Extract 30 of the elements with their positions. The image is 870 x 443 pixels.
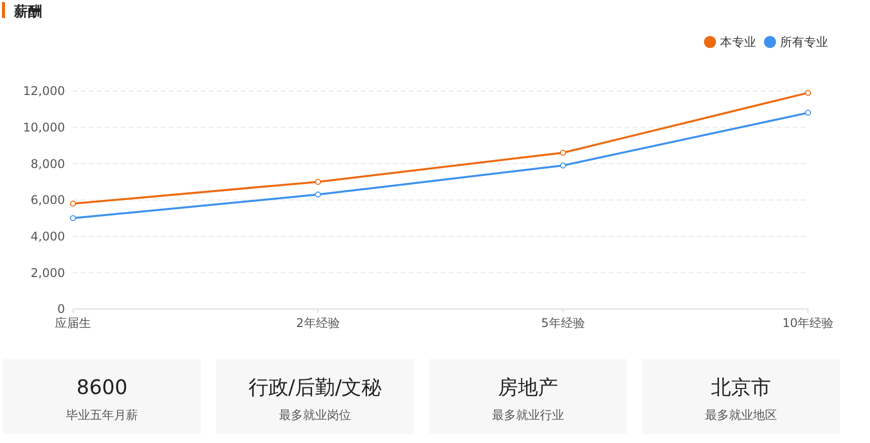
x-tick-label: 5年经验 [541,316,585,330]
text: 8600 [76,375,128,399]
point [560,162,566,168]
text: 行政/后勤/文秘 [248,375,382,399]
point [805,90,811,96]
point [315,192,321,198]
text: 最多就业行业 [492,408,564,422]
chart-title: 薪酬 [13,4,42,20]
point [70,215,76,222]
text: 房地产 [498,375,558,399]
y-tick-label: 10,000 [23,120,65,135]
y-tick-label: 6,000 [30,193,65,208]
y-tick-label: 8,000 [30,156,65,171]
x-tick-label: 10年经验 [782,316,834,330]
text: 最多就业岗位 [279,408,351,422]
point [315,178,321,185]
text: 毕业五年月薪 [66,408,138,422]
y-tick-label: 2,000 [30,266,65,280]
point [805,110,811,116]
y-tick-label: 0 [57,302,65,316]
legend-label: 本专业 [720,35,756,50]
x-tick-label: 应届生 [55,316,91,330]
y-tick-label: 4,000 [30,230,65,244]
point [70,200,76,207]
y-tick-label: 12,000 [23,84,65,98]
point [560,150,566,156]
text: 最多就业地区 [705,408,777,422]
text: 北京市 [711,375,771,399]
x-tick-label: 2年经验 [296,316,340,330]
legend-label: 所有专业 [780,35,828,50]
